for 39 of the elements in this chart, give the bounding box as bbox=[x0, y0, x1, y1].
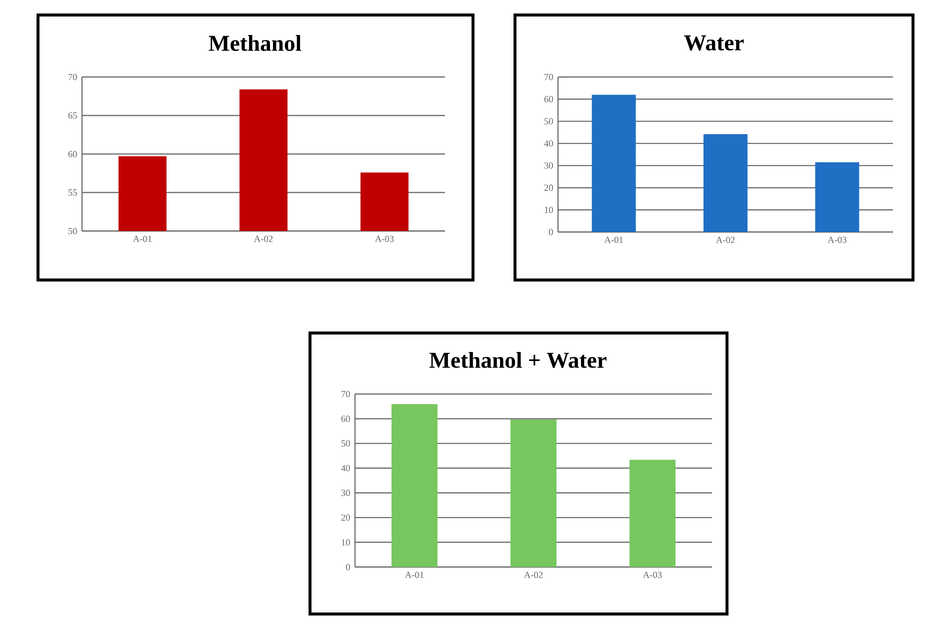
x-tick-label: A-03 bbox=[642, 572, 662, 578]
bar bbox=[630, 460, 676, 567]
y-tick-label: 70 bbox=[342, 390, 350, 398]
y-tick-label: 30 bbox=[341, 490, 350, 496]
chart-title: Water bbox=[684, 35, 744, 51]
y-tick-label: 20 bbox=[544, 184, 553, 191]
y-tick-label: 20 bbox=[341, 514, 350, 521]
y-tick-label: 10 bbox=[342, 539, 350, 546]
y-tick-label: 50 bbox=[544, 118, 553, 124]
x-tick-label: A-03 bbox=[828, 236, 846, 243]
y-tick-label: 40 bbox=[341, 464, 350, 472]
bar bbox=[510, 419, 556, 567]
bar bbox=[815, 162, 860, 232]
y-tick-label: 60 bbox=[68, 150, 77, 158]
bar bbox=[392, 404, 438, 567]
chart-title: Methanol bbox=[208, 35, 302, 51]
y-tick-label: 60 bbox=[544, 96, 553, 102]
x-tick-label: A-02 bbox=[524, 572, 543, 578]
y-tick-label: 30 bbox=[544, 162, 553, 169]
x-tick-label: A-01 bbox=[404, 572, 424, 578]
y-tick-label: 70 bbox=[544, 74, 553, 80]
x-tick-label: A-01 bbox=[604, 236, 623, 243]
bar bbox=[704, 134, 748, 232]
y-tick-label: 55 bbox=[68, 189, 77, 196]
y-tick-label: 65 bbox=[68, 112, 77, 119]
x-tick-label: A-02 bbox=[716, 236, 735, 243]
y-tick-label: 50 bbox=[342, 440, 350, 447]
x-tick-label: A-02 bbox=[254, 236, 273, 242]
y-tick-label: 40 bbox=[544, 140, 553, 147]
bar bbox=[592, 94, 636, 232]
y-tick-label: 10 bbox=[544, 206, 553, 213]
x-tick-label: A-03 bbox=[374, 236, 394, 242]
y-tick-label: 50 bbox=[68, 228, 77, 234]
chart-title: Methanol + Water bbox=[429, 352, 606, 368]
y-tick-label: 0 bbox=[548, 228, 553, 236]
y-tick-label: 70 bbox=[68, 74, 77, 80]
y-tick-label: 60 bbox=[341, 416, 350, 422]
y-tick-label: 0 bbox=[346, 564, 350, 570]
x-tick-label: A-01 bbox=[132, 236, 152, 242]
